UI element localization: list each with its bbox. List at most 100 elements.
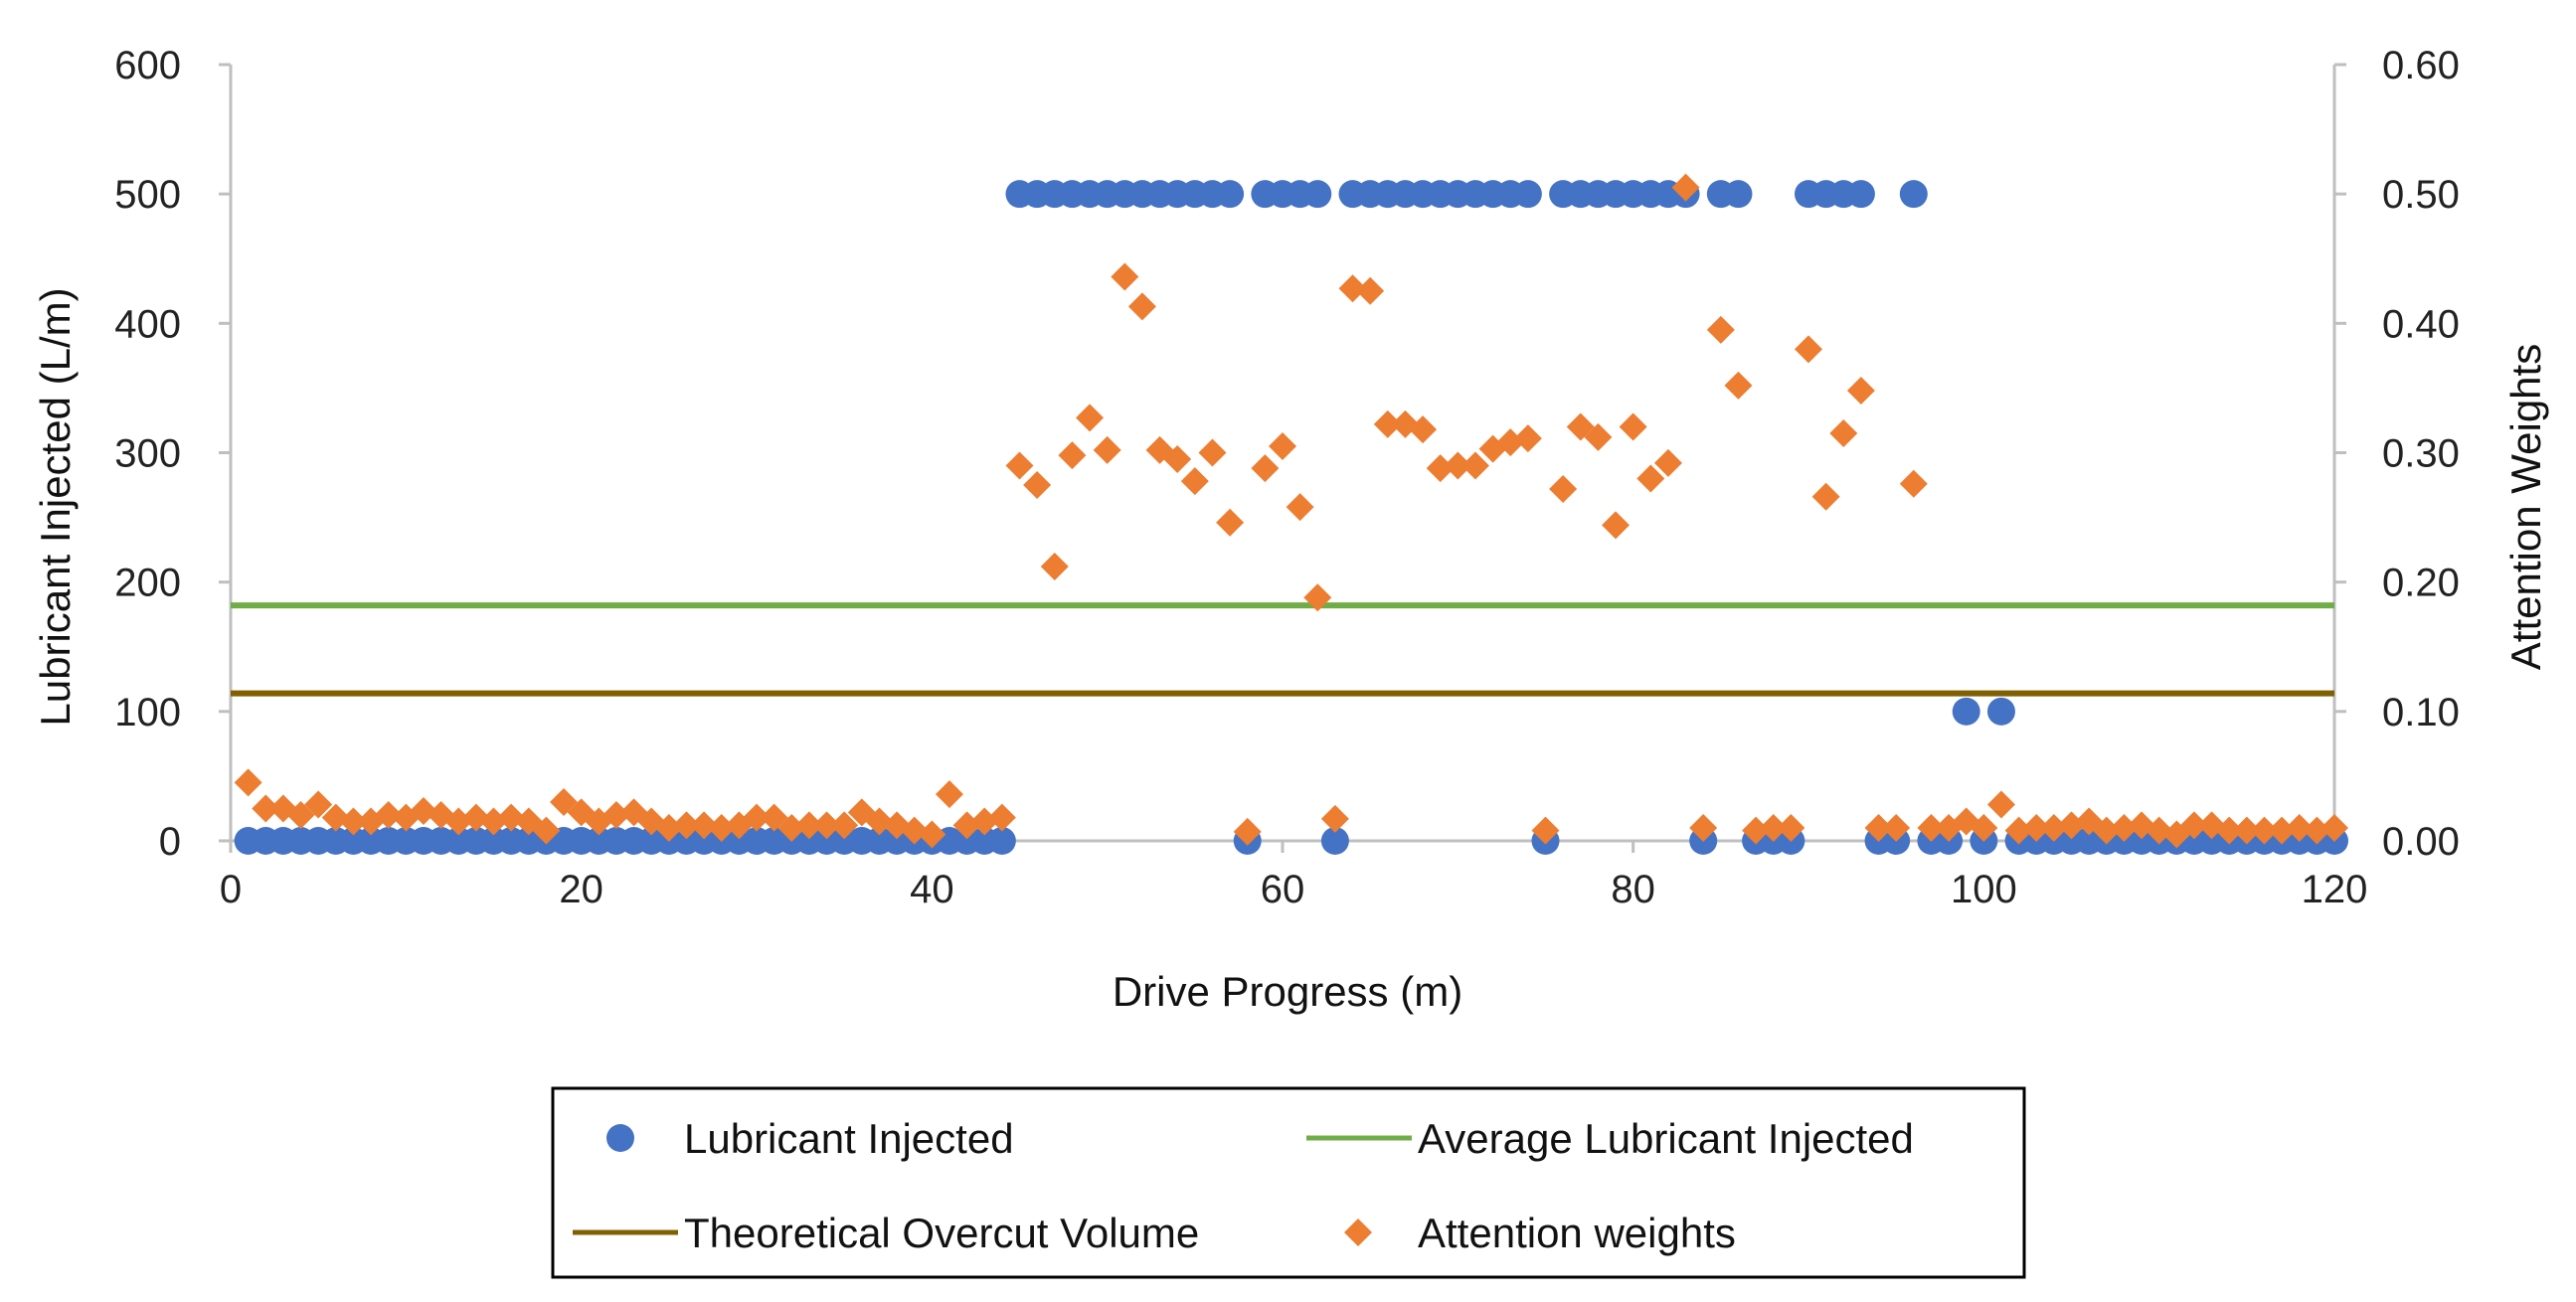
attention-point [830,811,859,840]
attention-point [1777,813,1805,842]
attention-point [1163,445,1192,474]
attention-point [654,813,683,842]
attention-point [339,807,368,836]
attention-point [234,768,262,797]
attention-point [918,820,946,849]
attention-point [1426,454,1455,483]
attention-point [1970,813,1998,842]
attention-point [707,813,736,842]
attention-point [1373,409,1402,438]
attention-point [1023,471,1052,500]
y2-tick-label: 0.60 [2382,44,2460,87]
attention-point [1742,816,1771,845]
attention-point [1513,424,1542,453]
attention-point [760,803,788,832]
y2-tick-label: 0.10 [2382,691,2460,734]
attention-point [794,811,823,840]
attention-point [1689,813,1718,842]
attention-point [374,800,403,829]
attention-point [2250,816,2279,845]
x-tick-labels: 0 20 40 60 80 100 120 [220,841,2367,911]
y-tick-label: 100 [114,691,181,734]
attention-weight-points [234,173,2348,849]
attention-point [2268,816,2297,845]
attention-point [1619,412,1647,441]
attention-point [1269,431,1296,460]
attention-point [1409,415,1438,444]
attention-point [777,813,806,842]
attention-point [2039,813,2068,842]
attention-point [1917,813,1946,842]
attention-point [1005,451,1034,480]
attention-point [1724,371,1753,400]
attention-point [1058,441,1087,470]
attention-point [1338,274,1367,303]
y-tick-label: 400 [114,302,181,346]
attention-point [1882,813,1911,842]
attention-point [2232,816,2261,845]
attention-point [743,803,771,832]
y-tick-labels: 0 100 200 300 400 500 600 [114,44,231,864]
lubricant-point [1986,697,2015,726]
attention-point [1671,173,1700,202]
y2-tick-label: 0.20 [2382,562,2460,605]
attention-point [1040,553,1069,581]
x-tick-label: 100 [1951,868,2017,911]
attention-point [935,780,963,809]
attention-point [1602,511,1631,540]
y2-tick-label: 0.30 [2382,432,2460,476]
x-tick-label: 0 [220,868,242,911]
attention-point [1233,817,1262,846]
x-tick-label: 80 [1611,868,1655,911]
attention-point [2285,813,2314,842]
y2-tick-labels: 0.00 0.10 0.20 0.30 0.40 0.50 0.60 [2334,44,2460,864]
y2-tick-label: 0.40 [2382,302,2460,346]
attention-point [2110,813,2139,842]
attention-point [286,800,315,829]
attention-point [1899,469,1928,498]
attention-point [1127,292,1156,321]
attention-point [1846,377,1875,406]
attention-point [1636,464,1665,493]
attention-point [1303,583,1332,612]
attention-point [1986,790,2015,819]
attention-point [1093,435,1121,464]
legend-overcut-label: Theoretical Overcut Volume [684,1210,1199,1256]
legend-attention-label: Attention weights [1418,1210,1736,1256]
attention-point [1566,412,1595,441]
y-tick-label: 300 [114,432,181,476]
attention-point [1811,482,1840,511]
y2-axis-title: Attention Weights [2502,344,2549,670]
attention-point [2320,813,2348,842]
attention-point [1759,813,1788,842]
x-tick-label: 60 [1261,868,1305,911]
legend-lubricant-marker [606,1124,634,1152]
y-tick-label: 200 [114,562,181,605]
attention-point [1795,335,1822,364]
y-tick-label: 0 [159,820,181,864]
lubricant-point [1216,180,1245,209]
y-tick-label: 600 [114,44,181,87]
y-tick-label: 500 [114,173,181,217]
attention-point [532,816,561,845]
attention-point [1180,467,1209,496]
attention-point [1111,262,1139,291]
reference-lines [231,602,2334,697]
attention-point [1549,474,1578,503]
attention-point [304,790,333,819]
x-tick-label: 40 [910,868,954,911]
attention-point [987,803,1016,832]
lubricant-point [987,827,1016,855]
attention-point [1584,422,1613,451]
lubricant-point [1303,180,1332,209]
attention-point [1864,813,1893,842]
attention-point [690,811,719,840]
legend-attention-marker [1344,1219,1372,1246]
attention-point [2022,813,2051,842]
legend-box [551,1086,2026,1279]
lubricant-point [1899,180,1928,209]
attention-point [252,794,280,823]
attention-point [2215,816,2244,845]
attention-point [1320,804,1349,833]
lubricant-point [1724,180,1753,209]
